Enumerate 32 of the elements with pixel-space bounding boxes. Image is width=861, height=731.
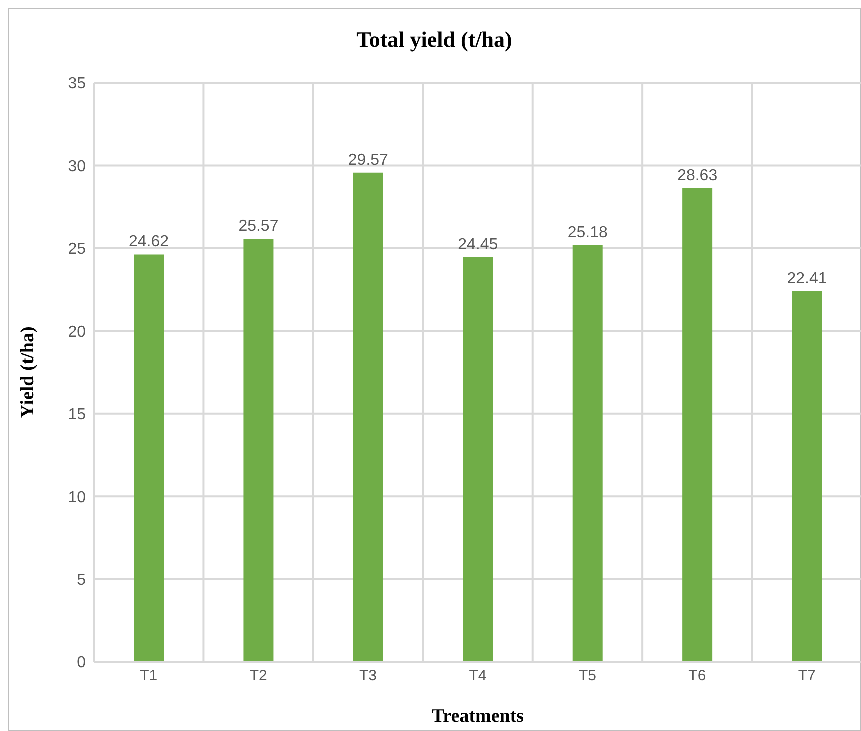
data-label: 24.45 [458, 236, 498, 254]
bar [572, 245, 603, 662]
data-label: 28.63 [678, 167, 718, 184]
bar [792, 291, 822, 662]
y-tick-label: 15 [68, 406, 86, 424]
x-tick-label: T6 [688, 668, 706, 685]
chart-title: Total yield (t/ha) [356, 27, 514, 53]
x-tick-label: T4 [469, 668, 487, 685]
y-tick-label: 5 [77, 572, 86, 589]
y-tick-label: 10 [68, 489, 86, 506]
bar [353, 172, 384, 662]
x-tick-label: T5 [578, 668, 596, 685]
data-label: 25.57 [238, 218, 279, 235]
x-tick-label: T1 [140, 668, 158, 685]
bar [134, 254, 164, 662]
y-axis-title: Yield (t/ha) [18, 326, 39, 418]
data-label: 24.62 [128, 234, 170, 251]
y-tick-label: 20 [68, 324, 86, 341]
y-tick-label: 25 [68, 241, 86, 258]
y-tick-label: 0 [77, 654, 86, 672]
y-tick-label: 30 [68, 158, 86, 176]
y-tick-label: 35 [68, 76, 86, 93]
data-label: 25.18 [568, 224, 608, 242]
data-label: 29.57 [348, 152, 389, 169]
bar [244, 239, 274, 662]
x-tick-label: T2 [250, 668, 268, 685]
x-axis-title: Treatments [432, 706, 524, 727]
x-tick-label: T7 [798, 668, 816, 685]
bar [463, 258, 494, 662]
x-tick-label: T3 [360, 668, 378, 685]
bar [682, 188, 713, 662]
data-label: 22.41 [787, 270, 828, 288]
